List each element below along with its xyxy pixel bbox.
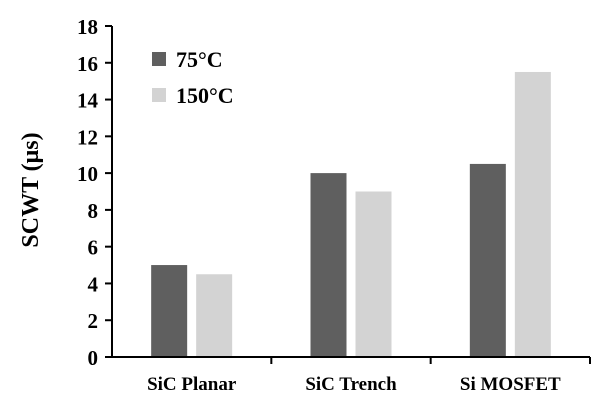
bar-si-mosfet-150c <box>514 71 551 357</box>
legend-label: 75°C <box>176 47 223 72</box>
x-ticks-group: SiC Planar SiC Trench Si MOSFET <box>147 374 561 395</box>
y-tick-label: 16 <box>77 52 98 76</box>
y-tick-label: 12 <box>77 125 98 149</box>
bar-sic-trench-75c <box>310 173 347 357</box>
bar-sic-planar-75c <box>151 265 188 357</box>
bar-sic-planar-150c <box>196 274 233 357</box>
y-tick-label: 14 <box>77 89 99 113</box>
bar-si-mosfet-75c <box>469 163 506 357</box>
y-tick-label: 18 <box>77 15 98 39</box>
y-tick-label: 6 <box>88 236 99 260</box>
y-ticks-group: 0 2 4 6 8 10 12 14 16 18 <box>77 15 112 370</box>
legend: 75°C 150°C <box>152 47 234 108</box>
legend-swatch <box>152 52 166 66</box>
y-tick-label: 10 <box>77 162 98 186</box>
legend-swatch <box>152 88 166 102</box>
axes-group <box>111 26 591 364</box>
x-tick-label: SiC Planar <box>147 374 237 395</box>
y-tick-label: 4 <box>88 272 99 296</box>
bar-sic-trench-150c <box>355 191 392 357</box>
x-tick-label: Si MOSFET <box>460 374 561 395</box>
y-tick-label: 8 <box>88 199 99 223</box>
legend-label: 150°C <box>176 83 234 108</box>
y-tick-label: 2 <box>88 309 99 333</box>
bars-group <box>151 71 551 357</box>
y-axis-label: SCWT (μs) <box>18 132 44 247</box>
x-tick-label: SiC Trench <box>305 374 397 395</box>
y-tick-label: 0 <box>88 346 99 370</box>
